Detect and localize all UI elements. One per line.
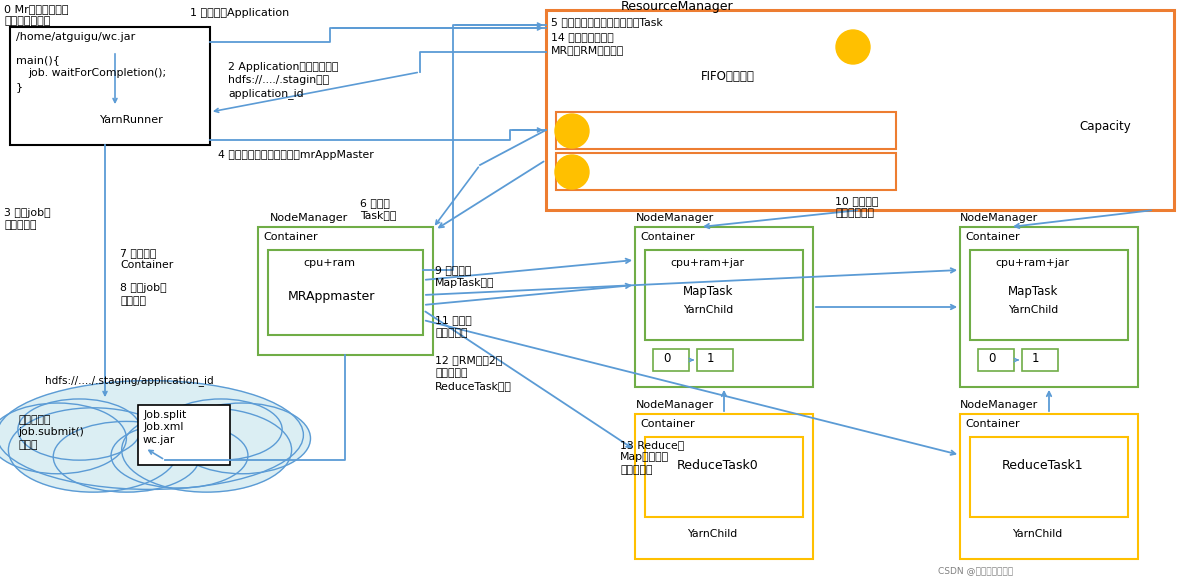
FancyBboxPatch shape <box>139 405 230 465</box>
Text: 3 提交job运: 3 提交job运 <box>4 208 51 218</box>
Text: MapTask容器: MapTask容器 <box>435 278 495 288</box>
Text: MRAppmaster: MRAppmaster <box>288 290 375 303</box>
Text: cpu+ram+jar: cpu+ram+jar <box>670 258 744 268</box>
Text: MapTask: MapTask <box>1008 285 1058 298</box>
Text: 4 资源提交完毕，申请运行mrAppMaster: 4 资源提交完毕，申请运行mrAppMaster <box>218 150 374 160</box>
Text: FIFO调度队列: FIFO调度队列 <box>701 70 755 83</box>
Text: 务，创建容器: 务，创建容器 <box>835 208 874 218</box>
Text: ReduceTask0: ReduceTask0 <box>677 459 759 472</box>
Text: 14 程序运行完后，: 14 程序运行完后， <box>551 32 613 42</box>
Ellipse shape <box>111 423 247 488</box>
Text: Task任务: Task任务 <box>360 210 397 220</box>
Ellipse shape <box>0 381 303 489</box>
Text: 0: 0 <box>987 352 996 365</box>
Text: job.submit(): job.submit() <box>18 427 84 437</box>
Text: MapTask: MapTask <box>683 285 733 298</box>
Text: ResourceManager: ResourceManager <box>620 0 734 13</box>
Ellipse shape <box>8 408 179 492</box>
Text: NodeManager: NodeManager <box>960 400 1038 410</box>
Text: YarnChild: YarnChild <box>687 529 738 539</box>
Text: 容器，运行: 容器，运行 <box>435 368 468 378</box>
Text: 户端所在的节点: 户端所在的节点 <box>4 16 51 26</box>
Text: 1: 1 <box>1032 352 1040 365</box>
Text: 11 发送程: 11 发送程 <box>435 315 471 325</box>
Text: Container: Container <box>263 232 317 242</box>
Circle shape <box>555 155 588 189</box>
Text: 0 Mr程序提交到客: 0 Mr程序提交到客 <box>4 4 69 14</box>
Text: NodeManager: NodeManager <box>636 400 714 410</box>
Circle shape <box>836 30 870 64</box>
Text: Container: Container <box>965 232 1019 242</box>
Text: 0: 0 <box>663 352 670 365</box>
Text: ReduceTask程序: ReduceTask程序 <box>435 381 511 391</box>
Circle shape <box>555 114 588 148</box>
Text: CSDN @在森林中摸了熊: CSDN @在森林中摸了熊 <box>938 566 1014 575</box>
Text: YarnChild: YarnChild <box>1012 529 1062 539</box>
Text: MR会向RM注销自己: MR会向RM注销自己 <box>551 45 624 55</box>
Text: Container: Container <box>641 419 695 429</box>
Text: hdfs://..../.staging/application_id: hdfs://..../.staging/application_id <box>45 375 213 386</box>
Text: 2 Application资源提交路径: 2 Application资源提交路径 <box>229 62 339 72</box>
Text: Container: Container <box>120 260 173 270</box>
Text: 6 领取到: 6 领取到 <box>360 198 390 208</box>
Text: 5 将用户的请求初始化成一个Task: 5 将用户的请求初始化成一个Task <box>551 17 663 27</box>
Ellipse shape <box>174 403 310 474</box>
Text: hdfs://..../.stagin以及: hdfs://..../.stagin以及 <box>229 75 329 85</box>
Text: main(){: main(){ <box>17 55 60 65</box>
Text: 源到本地: 源到本地 <box>120 296 146 306</box>
Text: Capacity: Capacity <box>1079 120 1131 133</box>
Text: NodeManager: NodeManager <box>960 213 1038 223</box>
Text: 9 申请运行: 9 申请运行 <box>435 265 471 275</box>
Text: ReduceTask1: ReduceTask1 <box>1002 459 1083 472</box>
Text: cpu+ram: cpu+ram <box>303 258 355 268</box>
Text: }: } <box>17 82 24 92</box>
Text: 这些文件在: 这些文件在 <box>18 415 51 425</box>
Text: NodeManager: NodeManager <box>636 213 714 223</box>
Ellipse shape <box>18 399 141 460</box>
Text: YarnChild: YarnChild <box>683 305 733 315</box>
Ellipse shape <box>0 403 127 474</box>
Text: 7 创建容器: 7 创建容器 <box>120 248 156 258</box>
Ellipse shape <box>160 399 282 460</box>
Text: Job.split: Job.split <box>143 410 186 420</box>
Ellipse shape <box>53 421 200 492</box>
Ellipse shape <box>122 408 291 492</box>
Text: YarnRunner: YarnRunner <box>99 115 163 125</box>
Text: 13 Reduce向: 13 Reduce向 <box>620 440 684 450</box>
Text: 12 向RM申请2个: 12 向RM申请2个 <box>435 355 502 365</box>
Text: Map获取相应: Map获取相应 <box>620 452 669 462</box>
Text: job. waitForCompletion();: job. waitForCompletion(); <box>28 68 166 78</box>
Text: 10 领取到任: 10 领取到任 <box>835 196 879 206</box>
Text: 行所需资源: 行所需资源 <box>4 220 37 230</box>
Text: cpu+ram+jar: cpu+ram+jar <box>995 258 1069 268</box>
Text: Container: Container <box>965 419 1019 429</box>
Text: 序启动脚本: 序启动脚本 <box>435 328 468 338</box>
Text: 后生成: 后生成 <box>18 440 38 450</box>
Text: 8 下载job资: 8 下载job资 <box>120 283 167 293</box>
Text: Container: Container <box>641 232 695 242</box>
Text: 1: 1 <box>707 352 714 365</box>
Text: application_id: application_id <box>229 88 303 99</box>
Text: YarnChild: YarnChild <box>1008 305 1058 315</box>
Text: NodeManager: NodeManager <box>270 213 348 223</box>
Text: 分区的数据: 分区的数据 <box>620 465 652 475</box>
Text: wc.jar: wc.jar <box>143 435 175 445</box>
Text: Job.xml: Job.xml <box>143 422 184 432</box>
Text: /home/atguigu/wc.jar: /home/atguigu/wc.jar <box>17 32 135 42</box>
Text: 1 申请一个Application: 1 申请一个Application <box>189 8 289 18</box>
